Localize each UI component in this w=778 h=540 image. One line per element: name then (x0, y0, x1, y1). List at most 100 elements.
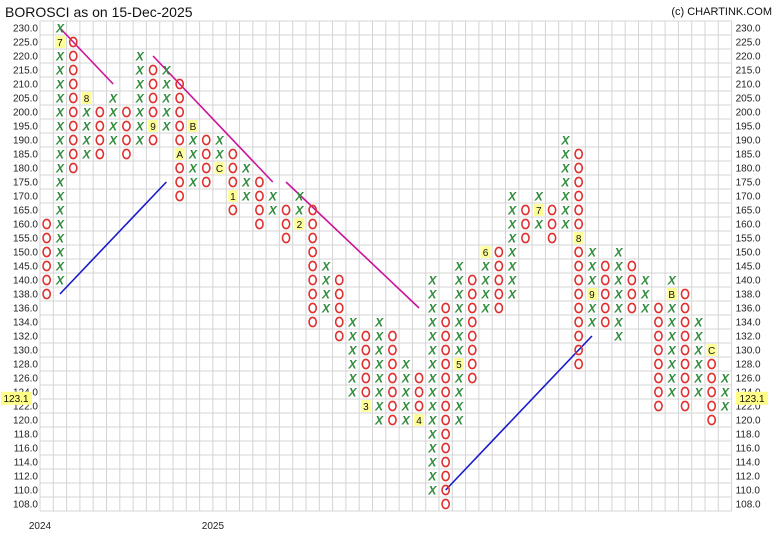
x-mark: X (560, 148, 570, 162)
current-price-left-label: 123.1 (3, 394, 28, 405)
x-mark: X (454, 274, 464, 288)
o-mark (68, 120, 78, 132)
y-tick-label-left: 110.0 (14, 486, 39, 497)
current-price-left: 123.1 (1, 391, 32, 405)
o-mark (122, 134, 131, 146)
x-mark: X (348, 330, 358, 344)
o-mark (574, 218, 584, 230)
x-mark: X (374, 330, 384, 344)
y-tick-label-left: 112.0 (14, 472, 39, 483)
x-mark: X (693, 386, 703, 400)
x-mark: X (55, 176, 65, 190)
o-mark (68, 92, 78, 104)
o-mark (148, 134, 158, 146)
x-mark: X (507, 288, 517, 302)
x-mark: X (454, 414, 464, 428)
o-mark (574, 316, 584, 328)
y-tick-label-right: 132.0 (736, 332, 761, 343)
o-mark (308, 274, 318, 286)
o-mark (122, 120, 131, 132)
y-tick-label-left: 200.0 (13, 108, 38, 119)
x-mark: X (135, 106, 145, 120)
y-tick-label-left: 180.0 (13, 164, 38, 175)
o-mark (414, 372, 424, 384)
o-mark (707, 358, 717, 370)
o-mark (600, 260, 610, 272)
x-mark: X (454, 386, 464, 400)
o-mark (68, 134, 78, 146)
o-mark (334, 330, 344, 342)
y-tick-label-left: 215.0 (13, 66, 38, 77)
o-mark (441, 344, 451, 356)
o-mark (441, 414, 451, 426)
month-marker: A (176, 150, 183, 161)
o-mark (680, 400, 690, 412)
y-tick-label-right: 120.0 (736, 416, 761, 427)
month-marker-bg (148, 120, 159, 132)
y-tick-label-left: 126.0 (13, 374, 38, 385)
x-mark: X (693, 344, 703, 358)
month-marker-bg (666, 288, 677, 300)
o-mark (574, 190, 584, 202)
support-trendline (59, 181, 167, 295)
o-mark (441, 302, 451, 314)
y-tick-label-left: 205.0 (13, 94, 38, 105)
o-mark (308, 288, 318, 300)
x-mark: X (135, 78, 145, 92)
o-mark (414, 386, 424, 398)
x-mark: X (534, 218, 544, 232)
x-mark: X (614, 302, 624, 316)
x-mark: X (693, 330, 703, 344)
x-mark: X (614, 274, 624, 288)
x-mark: X (667, 344, 677, 358)
y-tick-label-right: 230.0 (736, 24, 761, 35)
x-mark: X (720, 400, 730, 414)
x-mark: X (55, 190, 65, 204)
y-tick-label-left: 175.0 (13, 178, 38, 189)
x-mark: X (401, 372, 411, 386)
x-mark: X (667, 274, 677, 288)
o-mark (680, 344, 690, 356)
x-tick-label: 2025 (202, 521, 225, 532)
o-mark (334, 288, 344, 300)
y-tick-label-left: 165.0 (13, 206, 38, 217)
x-axis: 2024 2025 (29, 521, 225, 532)
o-mark (654, 344, 663, 356)
x-mark: X (348, 372, 358, 386)
x-mark: X (427, 358, 437, 372)
x-mark: X (374, 358, 384, 372)
o-mark (308, 246, 318, 258)
o-mark (707, 372, 717, 384)
x-mark: X (454, 330, 464, 344)
o-mark (201, 162, 211, 174)
o-mark (654, 386, 663, 398)
y-tick-label-right: 134.0 (736, 318, 761, 329)
o-mark (547, 232, 557, 244)
x-mark: X (427, 456, 437, 470)
x-mark: X (481, 274, 491, 288)
o-mark (441, 386, 451, 398)
x-mark: X (614, 316, 624, 330)
y-tick-label-left: 195.0 (13, 122, 38, 133)
y-tick-label-left: 134.0 (13, 318, 38, 329)
current-price-right-label: 123.1 (739, 394, 764, 405)
y-tick-label-left: 132.0 (13, 332, 38, 343)
month-marker: 8 (576, 234, 582, 245)
y-tick-label-right: 155.0 (736, 234, 761, 245)
x-mark: X (241, 162, 251, 176)
x-mark: X (241, 190, 251, 204)
x-mark: X (55, 64, 65, 78)
x-mark: X (507, 246, 517, 260)
o-mark (148, 92, 158, 104)
o-mark (707, 400, 717, 412)
o-mark (494, 246, 504, 258)
month-marker: 1 (230, 192, 236, 203)
y-tick-label-right: 195.0 (736, 122, 761, 133)
o-mark (175, 106, 185, 118)
o-mark (68, 162, 78, 174)
o-mark (68, 36, 78, 48)
x-mark: X (161, 120, 171, 134)
o-mark (467, 274, 477, 286)
x-mark: X (427, 386, 437, 400)
o-mark (361, 386, 371, 398)
